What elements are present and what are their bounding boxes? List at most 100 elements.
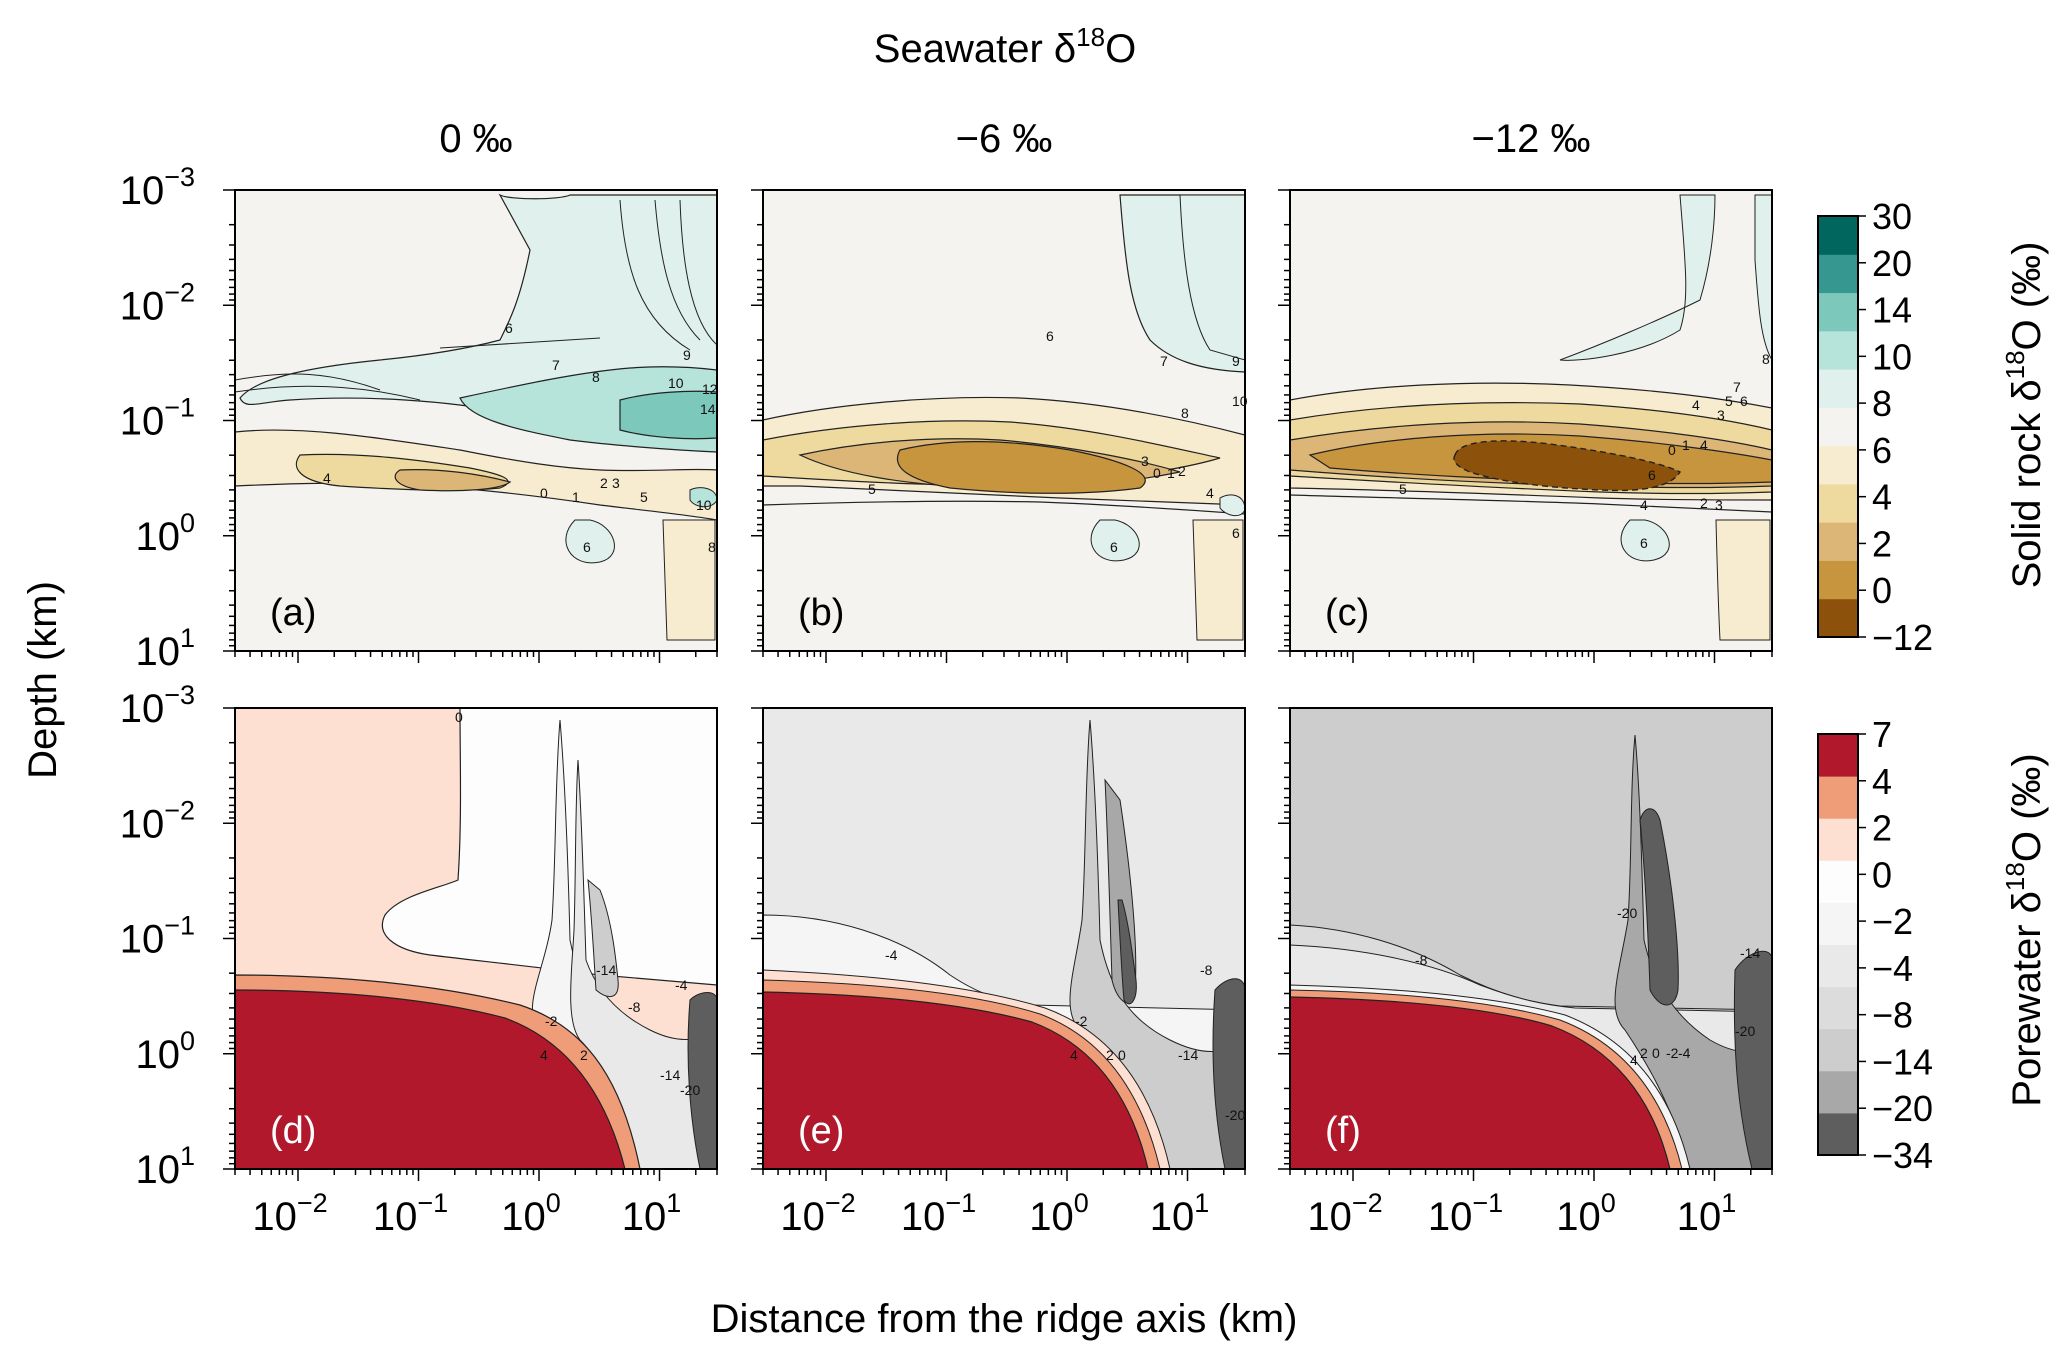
panel-a-contour-label: 10: [668, 375, 684, 391]
colorbar-tick-label: 6: [1872, 430, 1892, 471]
colorbar-swatch: [1818, 734, 1858, 777]
panel-c-contour-label: 4: [1640, 497, 1648, 513]
colorbar-tick-label: 0: [1872, 570, 1892, 611]
colorbar-tick-label: −4: [1872, 948, 1913, 989]
panel-f-contour-label: -2: [1666, 1045, 1679, 1061]
panel-d-contour-label: -8: [628, 999, 641, 1015]
axes-layer: 10−310−210−110010110−310−210−110010110−2…: [120, 162, 1773, 1239]
panel-e-contour-label: 2: [1106, 1047, 1114, 1063]
panel-b-label: (b): [798, 592, 844, 634]
panel-d-contour-label: -14: [596, 962, 616, 978]
colorbar-swatch: [1818, 986, 1858, 1030]
x-tick-label: 100: [501, 1188, 561, 1239]
panel-e-contour-label: -20: [1225, 1107, 1245, 1123]
panel-e-contour-label: -8: [1200, 962, 1213, 978]
x-tick-label: 10−2: [252, 1188, 327, 1239]
panel-a-contour-label: 8: [708, 539, 716, 555]
panel-d-contour-label: -14: [660, 1067, 680, 1083]
colorbar-tick-label: 10: [1872, 336, 1912, 377]
panel-a-contour-label: 5: [640, 489, 648, 505]
panel-c-contour-label: 6: [1740, 393, 1748, 409]
panel-a-contour-label: 10: [696, 497, 712, 513]
x-tick-label: 10−1: [373, 1188, 448, 1239]
panel-a-contour-label: 3: [612, 475, 620, 491]
panel-f-contour-label: -4: [1678, 1045, 1691, 1061]
panel-b-contour-label: 4: [1206, 485, 1214, 501]
panel-b-contour-label: 7: [1160, 353, 1168, 369]
colorbar-solid-rock: −12 0 2 4 6 8 10 14 20 30: [1817, 196, 1933, 658]
panel-b-contour-label: 0: [1153, 465, 1161, 481]
colorbar-tick-label: 7: [1872, 714, 1892, 755]
x-tick-label: 101: [622, 1188, 682, 1239]
panel-a-contour-labels: 6 7 8 9 10 12 14 4 0 1 2 3 5 10 6 8: [323, 320, 718, 555]
panel-c-contour-label: 6: [1648, 467, 1656, 483]
panel-b-contour-labels: 6 7 8 9 10 5 3 0 1 2 4 6 6: [868, 328, 1248, 555]
colorbar-swatch: [1818, 818, 1858, 861]
panel-c-contour-label: 2: [1700, 495, 1708, 511]
panel-a-contour-label: 14: [700, 401, 716, 417]
panel-c-contour-label: 7: [1733, 379, 1741, 395]
x-tick-label: 10−2: [780, 1188, 855, 1239]
panel-b-contour-label: 2: [1178, 463, 1186, 479]
colorbar-swatch: [1818, 330, 1858, 370]
panel-a-contour-label: 12: [702, 381, 718, 397]
colorbar-swatch: [1818, 1028, 1858, 1072]
colorbar-swatch: [1818, 902, 1858, 945]
colorbar-swatch: [1818, 522, 1858, 561]
colorbar-tick-label: −14: [1872, 1041, 1933, 1082]
colorbar-tick-label: 0: [1872, 854, 1892, 895]
colorbar-swatch: [1818, 254, 1858, 294]
y-tick-label: 101: [135, 623, 195, 674]
colorbar-swatch: [1818, 944, 1858, 988]
column-title-1: −6 ‰: [956, 117, 1053, 161]
panel-d-contour-label: 2: [580, 1047, 588, 1063]
x-tick-label: 101: [1677, 1188, 1737, 1239]
colorbar-tick-label: 4: [1872, 761, 1892, 802]
panel-d-contour-labels: 0 -14 -4 -8 -2 4 2 -14 -20: [455, 709, 700, 1098]
panel-e-contour-label: 0: [1118, 1047, 1126, 1063]
panel-d-contour-label: -20: [680, 1082, 700, 1098]
column-title-2: −12 ‰: [1472, 117, 1591, 161]
panel-c-contour-label: 5: [1399, 481, 1407, 497]
column-title-0: 0 ‰: [439, 117, 512, 161]
panel-c-contour-label: 1: [1682, 437, 1690, 453]
panel-b-contour-label: 5: [868, 481, 876, 497]
panel-a-contour-label: 1: [572, 489, 580, 505]
panel-c-label: (c): [1325, 592, 1369, 634]
panel-b-contour-label: 10: [1232, 393, 1248, 409]
panel-c-contour-label: 3: [1715, 497, 1723, 513]
colorbar-tick-label: −8: [1872, 995, 1913, 1036]
panel-f-contour-label: -20: [1735, 1023, 1755, 1039]
colorbar-swatch: [1818, 776, 1858, 819]
colorbar-tick-label: −20: [1872, 1088, 1933, 1129]
x-axis-label: Distance from the ridge axis (km): [711, 1297, 1298, 1341]
panel-b-contour-label: 6: [1232, 525, 1240, 541]
panel-e-contour-label: 4: [1070, 1047, 1078, 1063]
panel-b-field: [763, 190, 1245, 651]
panel-f-contour-label: 0: [1652, 1045, 1660, 1061]
panel-a-contour-label: 9: [683, 347, 691, 363]
panel-f-contour-label: -8: [1415, 952, 1428, 968]
panel-f-label: (f): [1325, 1110, 1361, 1152]
colorbar-swatch: [1818, 445, 1858, 485]
colorbar-swatch: [1818, 369, 1858, 408]
y-tick-label: 10−3: [120, 680, 195, 731]
colorbar-tick-label: 2: [1872, 808, 1892, 849]
y-tick-label: 10−1: [120, 393, 195, 444]
panel-d-contour-label: -4: [675, 977, 688, 993]
y-tick-label: 10−1: [120, 911, 195, 962]
y-tick-label: 100: [135, 508, 195, 559]
colorbar-tick-label: 2: [1872, 523, 1892, 564]
colorbar-swatch: [1818, 216, 1858, 255]
y-tick-label: 10−2: [120, 277, 195, 328]
panel-b-contour-label: 6: [1110, 539, 1118, 555]
x-tick-label: 10−1: [1428, 1188, 1503, 1239]
colorbar-swatch: [1818, 560, 1858, 600]
x-tick-label: 10−2: [1307, 1188, 1382, 1239]
panel-d-contour-label: 4: [540, 1047, 548, 1063]
panel-c-contour-labels: 8 7 6 5 3 4 4 0 1 6 5 4 3 2 6: [1399, 351, 1770, 551]
panel-d-field: [235, 708, 717, 1169]
panel-d-label: (d): [270, 1110, 316, 1152]
y-tick-label: 100: [135, 1026, 195, 1077]
